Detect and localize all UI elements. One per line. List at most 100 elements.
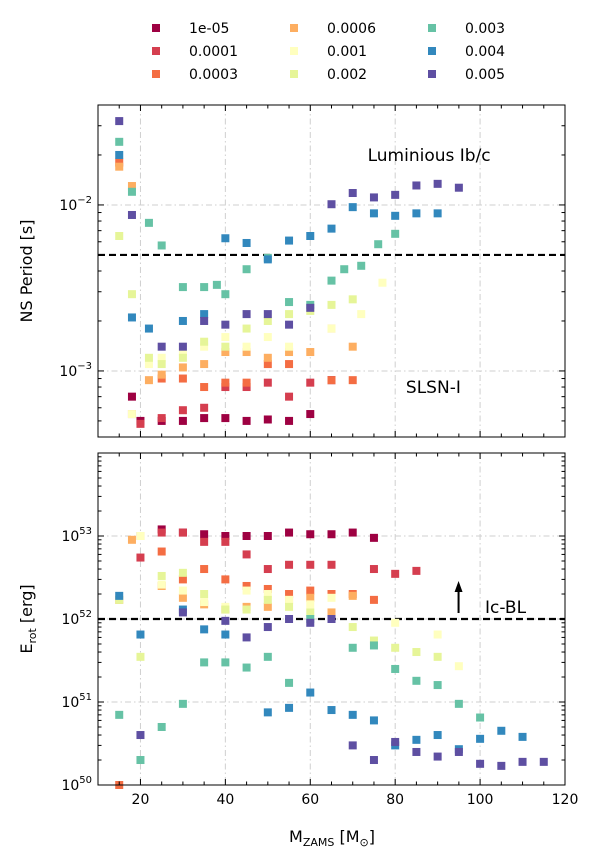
legend-label: 0.0006	[327, 21, 376, 37]
data-point	[327, 706, 336, 715]
x-tick-label: 60	[301, 792, 319, 808]
data-point	[391, 664, 400, 673]
data-point	[157, 571, 166, 580]
data-point	[221, 383, 230, 392]
data-point	[200, 337, 209, 346]
data-point	[115, 595, 124, 604]
legend-marker	[428, 70, 436, 78]
data-point	[127, 535, 136, 544]
data-point	[157, 580, 166, 589]
legend-marker	[152, 47, 160, 55]
data-point	[263, 584, 272, 593]
data-point	[285, 236, 294, 245]
legend-marker	[290, 70, 298, 78]
data-point	[221, 320, 230, 329]
data-point	[178, 528, 187, 537]
y-axis-label: Erot [erg]	[17, 584, 39, 653]
data-point	[327, 324, 336, 333]
data-point	[157, 342, 166, 351]
data-point	[200, 283, 209, 292]
series-0-0006	[115, 162, 357, 385]
data-point	[306, 560, 315, 569]
series-0-0006	[115, 532, 357, 617]
data-point	[497, 761, 506, 770]
data-point	[306, 530, 315, 539]
data-point	[144, 360, 153, 369]
data-point	[369, 209, 378, 218]
data-point	[157, 722, 166, 731]
data-point	[136, 731, 145, 740]
data-point	[200, 625, 209, 634]
data-point	[200, 360, 209, 369]
data-point	[263, 532, 272, 540]
data-point	[115, 162, 124, 171]
data-point	[433, 179, 442, 188]
annotation-ic-bl: Ic-BL	[485, 598, 527, 618]
data-point	[200, 383, 209, 392]
y-tick-label: 1053	[61, 526, 92, 545]
data-point	[157, 353, 166, 362]
data-point	[242, 605, 251, 614]
data-point	[412, 648, 421, 657]
data-point	[306, 608, 315, 617]
data-point	[378, 278, 387, 287]
y-tick-label: 1051	[61, 692, 92, 711]
y-tick-label: 1052	[61, 609, 92, 628]
series-0-004	[115, 150, 442, 333]
data-point	[391, 190, 400, 199]
data-point	[242, 265, 251, 274]
data-point	[412, 566, 421, 575]
data-point	[412, 676, 421, 685]
data-point	[221, 342, 230, 351]
data-point	[157, 360, 166, 369]
series-0-005	[115, 117, 463, 351]
data-point	[340, 265, 349, 274]
data-point	[285, 298, 294, 307]
data-point	[327, 530, 336, 539]
y-tick-label: 10−3	[59, 361, 92, 380]
x-axis-label: MZAMS [M⊙]	[289, 827, 375, 849]
data-point	[369, 565, 378, 574]
data-point	[221, 414, 230, 423]
data-point	[369, 533, 378, 542]
data-point	[285, 310, 294, 319]
x-tick-label: 100	[467, 792, 494, 808]
y-axis-label: NS Period [s]	[17, 219, 36, 322]
data-point	[221, 290, 230, 299]
data-point	[285, 416, 294, 425]
data-point	[200, 530, 209, 539]
panel-ns-period: 10−3 10−2 Luminious Ib/c SLSN-I NS Period [s…	[17, 104, 566, 438]
legend-label: 0.002	[327, 67, 367, 83]
data-point	[200, 598, 209, 607]
data-point	[157, 241, 166, 250]
data-point	[178, 374, 187, 383]
data-point	[306, 688, 315, 697]
data-point	[263, 378, 272, 387]
data-point	[433, 652, 442, 661]
data-point	[263, 623, 272, 632]
data-point	[178, 406, 187, 415]
data-point	[391, 229, 400, 238]
data-point	[144, 218, 153, 227]
data-point	[306, 348, 315, 357]
x-tick-label: 40	[216, 792, 234, 808]
data-point	[136, 419, 145, 428]
data-point	[221, 658, 230, 667]
data-point	[157, 547, 166, 556]
data-point	[285, 392, 294, 401]
data-point	[327, 376, 336, 385]
data-point	[242, 586, 251, 595]
data-point	[369, 193, 378, 202]
data-point	[433, 681, 442, 690]
data-point	[285, 602, 294, 611]
data-point	[178, 348, 187, 357]
data-point	[518, 757, 527, 766]
data-point	[136, 756, 145, 765]
data-point	[327, 560, 336, 569]
legend-entry-0-004: 0.004	[428, 44, 505, 60]
data-point	[391, 737, 400, 746]
data-point	[263, 310, 272, 319]
data-point	[391, 569, 400, 578]
data-point	[263, 255, 272, 264]
